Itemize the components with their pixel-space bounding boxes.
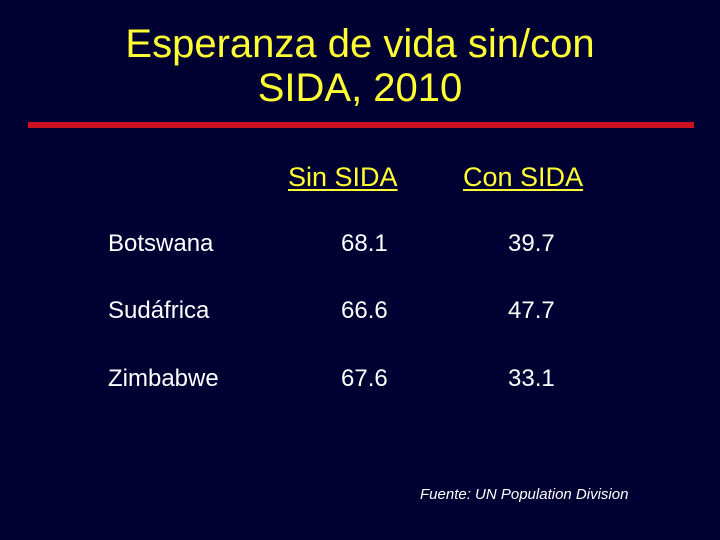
value-sin-sida: 67.6 — [341, 365, 388, 392]
value-con-sida: 47.7 — [508, 297, 555, 324]
table-row: Sudáfrica 66.6 47.7 — [0, 291, 720, 331]
slide-title: Esperanza de vida sin/con SIDA, 2010 — [0, 22, 720, 110]
table-row: Zimbabwe 67.6 33.1 — [0, 359, 720, 399]
country-name: Zimbabwe — [108, 365, 219, 392]
table-row: Botswana 68.1 39.7 — [0, 224, 720, 264]
column-header-con-sida: Con SIDA — [463, 162, 584, 192]
source-note: Fuente: UN Population Division — [420, 486, 629, 503]
title-line-1: Esperanza de vida sin/con — [125, 22, 595, 66]
value-con-sida: 33.1 — [508, 365, 555, 392]
title-line-2: SIDA, 2010 — [257, 66, 463, 110]
value-sin-sida: 68.1 — [341, 230, 388, 257]
title-divider — [28, 122, 694, 128]
country-name: Sudáfrica — [108, 297, 210, 324]
value-sin-sida: 66.6 — [341, 297, 388, 324]
country-name: Botswana — [108, 230, 214, 257]
column-header-sin-sida: Sin SIDA — [288, 162, 398, 192]
value-con-sida: 39.7 — [508, 230, 555, 257]
